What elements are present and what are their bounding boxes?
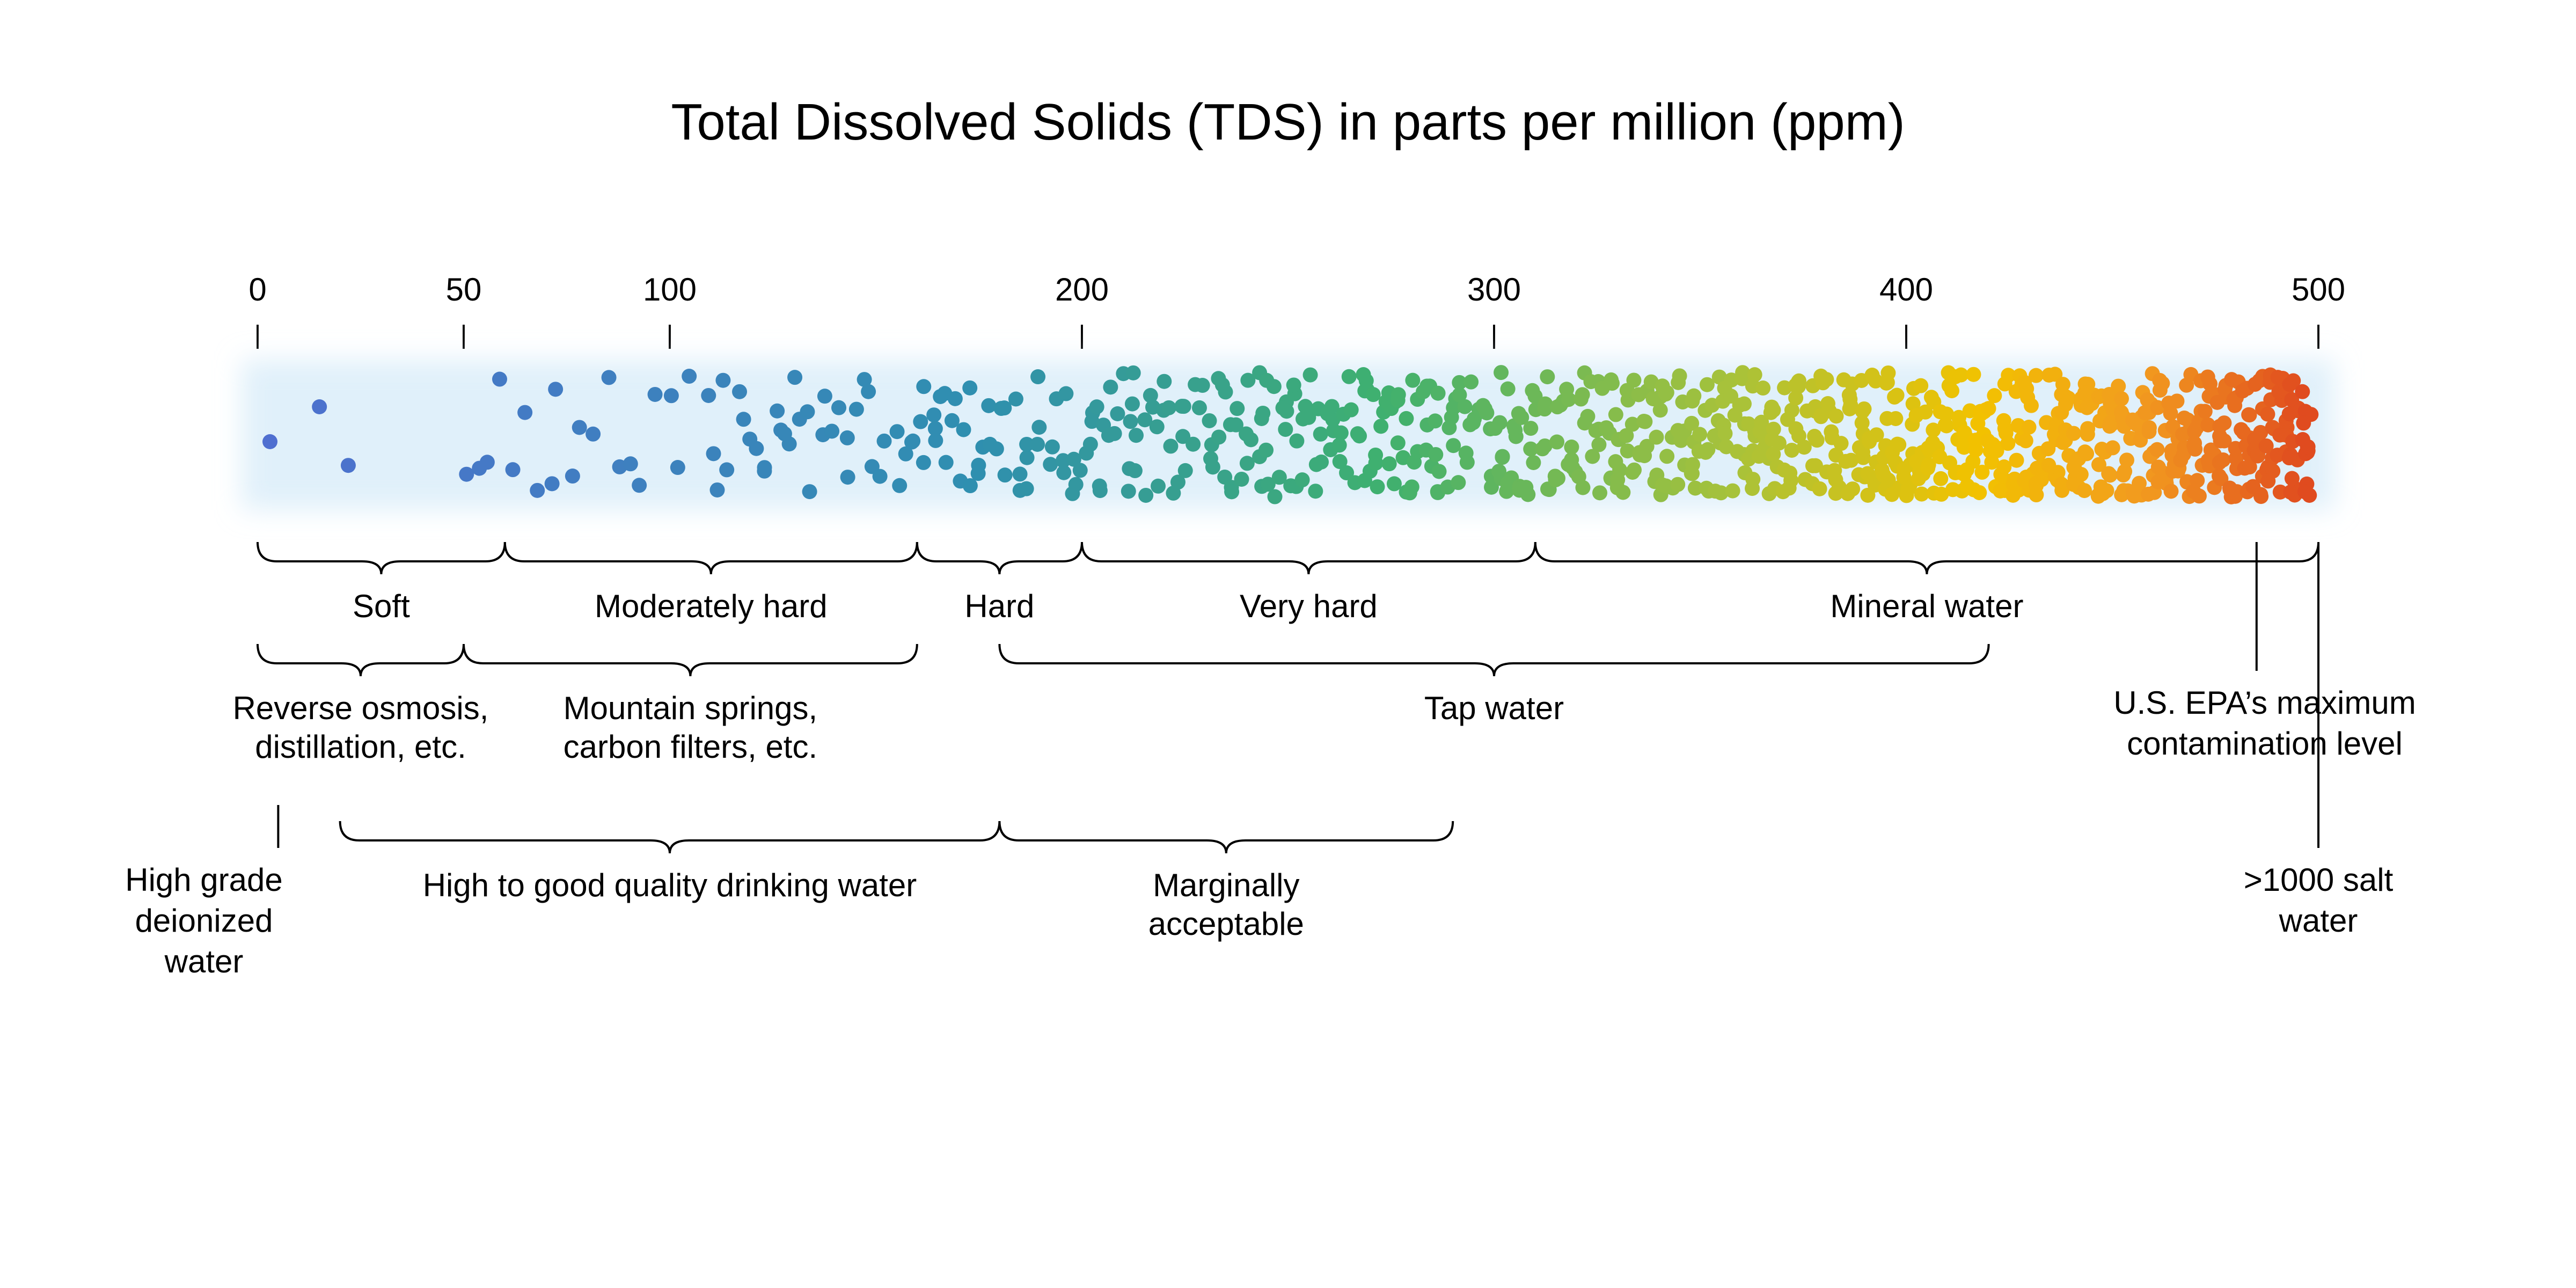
category-label: Moderately hard [595, 588, 828, 624]
category-label: Very hard [1240, 588, 1378, 624]
brace [505, 542, 917, 574]
bracket-row: Soft Moderately hard Hard Very hard Mineral … [258, 542, 2318, 624]
bracket-row: High to good quality drinking water Margi… [340, 821, 1453, 942]
brace [258, 542, 505, 574]
tick-mark: | [1903, 321, 1909, 349]
brace [999, 644, 1988, 676]
category-label: carbon filters, etc. [564, 729, 818, 765]
tick-mark: | [2315, 321, 2322, 349]
tick-label: 400 [1879, 272, 1933, 308]
tick-mark: | [1491, 321, 1497, 349]
brace [340, 821, 1000, 853]
category-label: High to good quality drinking water [423, 867, 917, 903]
brace [917, 542, 1082, 574]
tick-label: 500 [2292, 272, 2345, 308]
category-label: Tap water [1424, 690, 1564, 726]
bracket-row: Reverse osmosis,distillation, etc. Mounta… [233, 644, 1989, 765]
brace [1535, 542, 2318, 574]
tick-mark: | [254, 321, 261, 349]
annotation-label: water [2279, 903, 2358, 939]
category-label: Reverse osmosis, [233, 690, 489, 726]
tick-mark: | [1079, 321, 1085, 349]
tick-mark: | [667, 321, 673, 349]
annotation-label: contamination level [2127, 726, 2403, 762]
annotation-label: deionized [135, 903, 273, 939]
tick-label: 0 [248, 272, 266, 308]
brace [1082, 542, 1535, 574]
annotation-label: High grade [125, 862, 283, 898]
annotation-label: water [164, 943, 244, 979]
annotation-label: >1000 salt [2244, 862, 2394, 898]
category-label: distillation, etc. [255, 729, 466, 765]
tick-label: 100 [643, 272, 697, 308]
tds-infographic: Total Dissolved Solids (TDS) in parts pe… [0, 0, 2576, 1288]
category-label: Mountain springs, [564, 690, 818, 726]
brace [999, 821, 1453, 853]
brace [464, 644, 917, 676]
category-label: Mineral water [1830, 588, 2023, 624]
category-label: acceptable [1148, 906, 1304, 942]
brace [258, 644, 464, 676]
category-label: Soft [353, 588, 410, 624]
tick-label: 200 [1055, 272, 1109, 308]
category-label: Hard [964, 588, 1034, 624]
scale-ticks: 0 | 50 | 100 | 200 | 300 | 400 | 500 | [248, 272, 2345, 349]
category-label: Marginally [1153, 867, 1299, 903]
tick-label: 300 [1467, 272, 1521, 308]
annotation-label: U.S. EPA’s maximum [2113, 685, 2416, 721]
tick-mark: | [460, 321, 467, 349]
tick-label: 50 [446, 272, 482, 308]
chart-title: Total Dissolved Solids (TDS) in parts pe… [671, 93, 1905, 151]
